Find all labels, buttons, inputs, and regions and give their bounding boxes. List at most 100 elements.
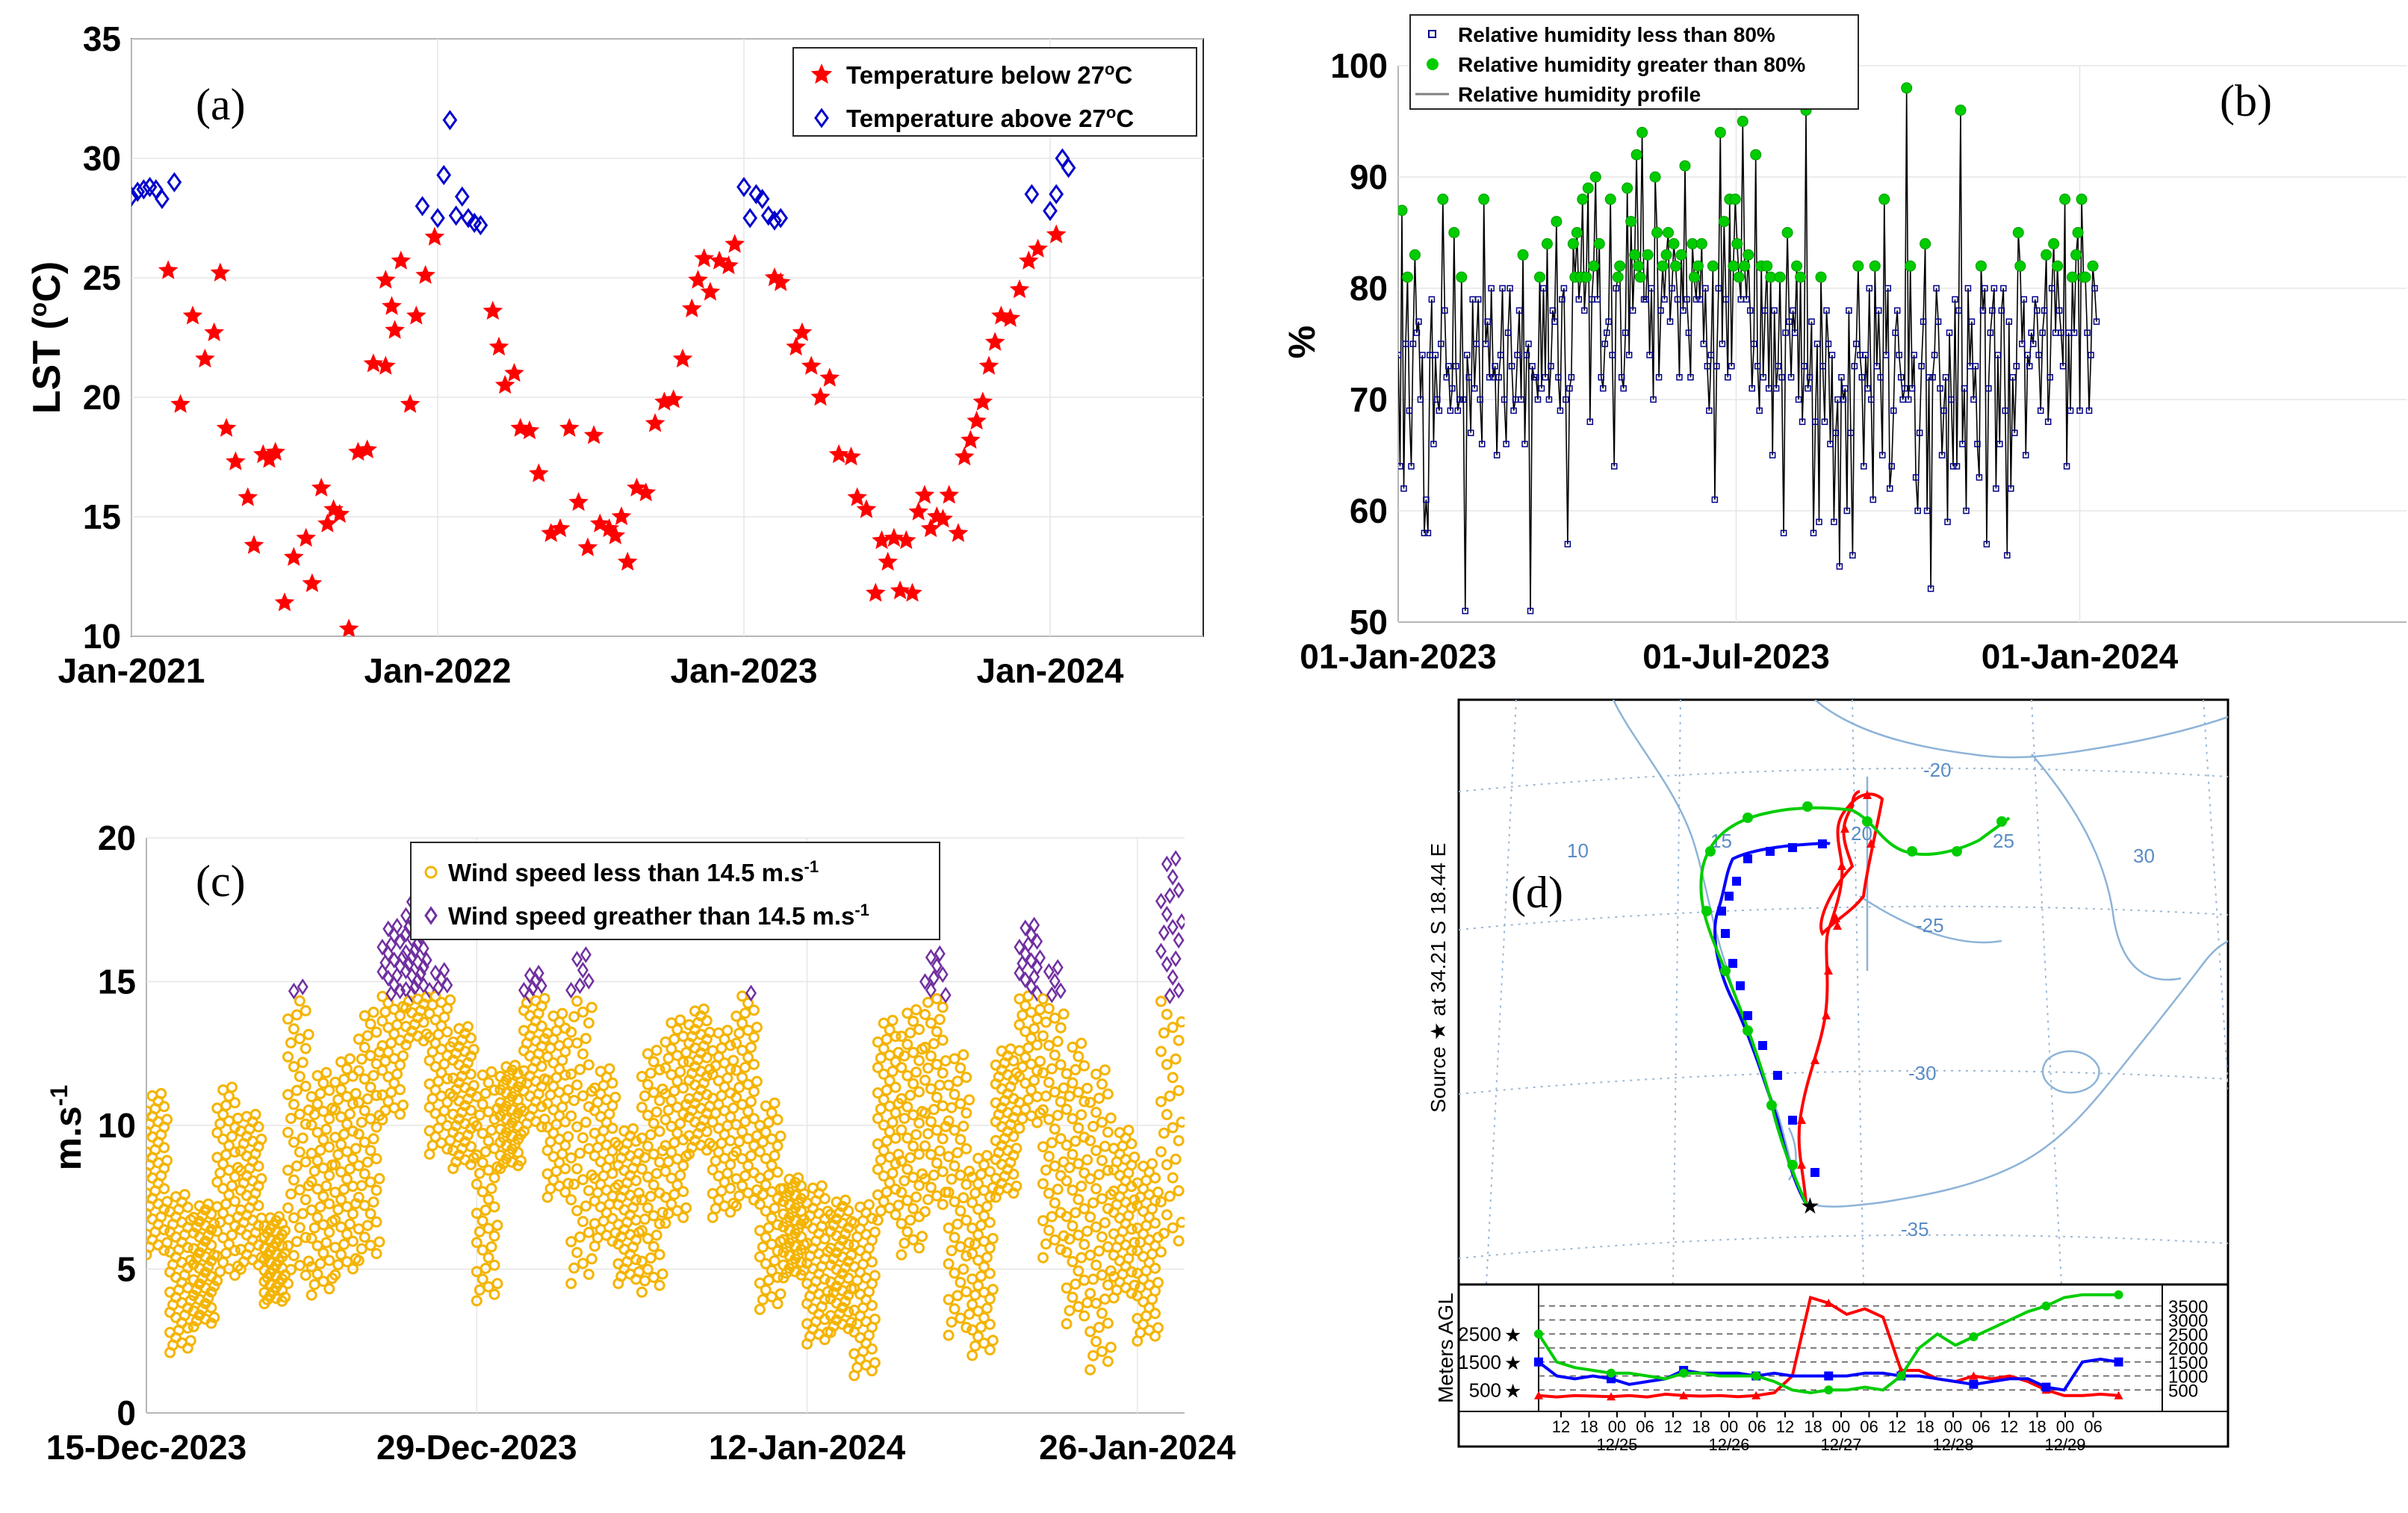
wind-point-low	[1082, 1082, 1093, 1094]
time-tick-label: 06	[1972, 1417, 1990, 1436]
wind-point-low	[890, 1031, 902, 1043]
wind-point-high	[406, 967, 418, 984]
humidity-point-low	[1447, 407, 1454, 414]
wind-point-low	[642, 1202, 654, 1214]
wind-point-low	[866, 1343, 878, 1355]
blue-trajectory-marker	[1743, 854, 1752, 863]
wind-point-low	[961, 1322, 972, 1334]
wind-point-low	[677, 1082, 689, 1094]
panel-a-y-tick-label: 35	[83, 19, 121, 58]
humidity-point-high	[2076, 193, 2088, 205]
humidity-point-high	[1781, 227, 1793, 238]
humidity-point-high	[1743, 249, 1754, 261]
wind-point-high	[400, 907, 412, 925]
wind-point-low	[869, 1270, 881, 1281]
wind-point-low	[1164, 1190, 1176, 1202]
wind-point-low	[480, 1263, 491, 1275]
wind-point-low	[571, 1163, 583, 1175]
wind-point-low	[477, 1099, 488, 1110]
wind-point-low	[1043, 1040, 1055, 1051]
wind-point-low	[972, 1228, 984, 1240]
panel-b-legend-profile: Relative humidity profile	[1458, 83, 1701, 106]
wind-point-high	[1167, 869, 1179, 886]
wind-point-low	[559, 1116, 571, 1128]
wind-point-low	[943, 1079, 955, 1091]
wind-point-low	[294, 1222, 305, 1234]
humidity-point-low	[1430, 441, 1437, 447]
wind-point-low	[907, 1202, 919, 1214]
wind-point-low	[668, 1188, 680, 1200]
humidity-point-high	[1765, 271, 1777, 283]
lst-point-below	[682, 298, 702, 317]
humidity-point-high	[1901, 82, 1913, 94]
wind-point-low	[904, 1214, 916, 1226]
humidity-point-low	[1581, 307, 1588, 314]
wind-point-low	[1099, 1064, 1111, 1076]
humidity-point-high	[1739, 260, 1751, 272]
wind-point-low	[872, 1214, 884, 1226]
wind-point-low	[1064, 1090, 1076, 1102]
lst-point-below	[1046, 224, 1067, 243]
lst-point-below	[243, 535, 264, 554]
wind-point-low	[609, 1091, 621, 1103]
wind-point-low	[606, 1167, 618, 1179]
wind-point-low	[1084, 1326, 1096, 1338]
red-trajectory-marker	[1833, 921, 1842, 930]
wind-point-low	[279, 1225, 291, 1237]
wind-point-low	[875, 1103, 887, 1115]
wind-point-low	[361, 1220, 373, 1231]
wind-point-high	[423, 981, 435, 999]
wind-point-low	[1067, 1113, 1079, 1125]
humidity-point-high	[1478, 193, 1490, 205]
wind-point-low	[1173, 1185, 1185, 1197]
panel-b-y-tick-label: 50	[1350, 603, 1388, 641]
altitude-right-tick: 1000	[2168, 1367, 2208, 1388]
wind-point-low	[1155, 1246, 1167, 1258]
green-trajectory-marker	[1705, 846, 1716, 857]
wind-point-high	[1020, 919, 1031, 936]
time-tick-label: 06	[1636, 1417, 1654, 1436]
wind-point-low	[677, 1160, 689, 1172]
lst-point-below	[338, 618, 359, 636]
wind-point-low	[214, 1217, 226, 1228]
wind-point-low	[205, 1224, 217, 1236]
wind-point-low	[733, 1081, 745, 1093]
wind-point-low	[305, 1289, 317, 1301]
wind-point-low	[288, 1174, 300, 1186]
wind-point-low	[722, 1167, 733, 1179]
blue-trajectory-marker	[1788, 1116, 1797, 1125]
wind-point-low	[300, 1156, 311, 1168]
wind-point-low	[1070, 1135, 1082, 1147]
wind-point-low	[562, 1037, 574, 1049]
wind-point-low	[187, 1321, 199, 1332]
wind-point-low	[1158, 1127, 1170, 1139]
wind-point-low	[748, 1058, 760, 1070]
wind-point-low	[279, 1291, 291, 1303]
green-trajectory-marker	[1802, 801, 1813, 812]
wind-point-low	[571, 1121, 583, 1133]
wind-point-low	[229, 1097, 241, 1109]
wind-point-low	[654, 1095, 665, 1107]
lst-point-below	[519, 420, 540, 440]
humidity-point-low	[1987, 329, 1994, 336]
wind-point-low	[370, 1026, 382, 1038]
wind-point-low	[937, 1067, 949, 1079]
wind-point-low	[1173, 1034, 1185, 1046]
wind-point-low	[963, 1094, 975, 1106]
wind-point-low	[727, 1054, 739, 1066]
humidity-point-high	[1588, 260, 1600, 272]
wind-point-low	[648, 1056, 660, 1068]
wind-point-low	[1102, 1355, 1114, 1367]
wind-point-low	[763, 1222, 775, 1234]
humidity-point-low	[1434, 396, 1441, 403]
lst-point-below	[494, 375, 515, 394]
humidity-point-low	[1869, 496, 1877, 503]
lst-point-below	[841, 447, 861, 466]
wind-point-low	[937, 1001, 949, 1013]
humidity-point-high	[2041, 249, 2052, 261]
wind-point-low	[559, 1069, 571, 1081]
altitude-right-tick: 3500	[2168, 1297, 2208, 1317]
panel-b-label: (b)	[2220, 76, 2272, 125]
wind-point-low	[1014, 1019, 1025, 1031]
